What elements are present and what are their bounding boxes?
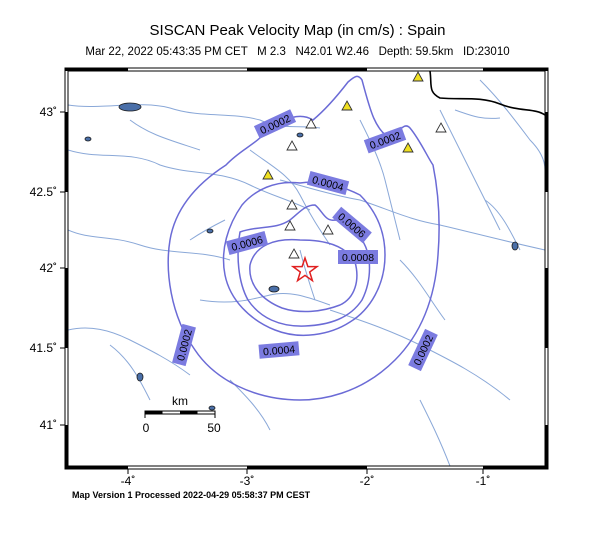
- y-tick-label: 41˚: [40, 418, 57, 432]
- triangle-icon: [262, 169, 274, 180]
- y-tick-label: 43˚: [40, 105, 57, 119]
- triangle-icon: [412, 71, 424, 82]
- scale-unit: km: [172, 394, 188, 408]
- map-area: 0.0002 0.0002 0.0004 0.0006 0.0006 0.000…: [68, 71, 545, 466]
- x-tick-label: -3˚: [240, 474, 255, 488]
- contour-label: 0.0004: [263, 344, 296, 359]
- scale-bar: km 0 50: [143, 394, 221, 435]
- country-border: [429, 71, 545, 116]
- map-subtitle: Mar 22, 2022 05:43:35 PM CET M 2.3 N42.0…: [85, 46, 510, 58]
- lakes: [84, 102, 519, 411]
- x-tick-label: -1˚: [476, 474, 491, 488]
- scale-end: 50: [207, 421, 221, 435]
- triangle-icon: [286, 140, 298, 151]
- x-axis: -4˚ -3˚ -2˚ -1˚: [121, 469, 491, 488]
- y-tick-label: 42˚: [40, 261, 57, 275]
- triangle-icon: [288, 248, 300, 259]
- triangle-icon: [435, 122, 447, 133]
- y-tick-label: 42.5˚: [30, 185, 57, 199]
- triangle-icon: [284, 220, 296, 231]
- x-tick-label: -2˚: [360, 474, 375, 488]
- contour-label: 0.0008: [342, 252, 374, 264]
- x-tick-label: -4˚: [121, 474, 136, 488]
- triangle-icon: [322, 224, 334, 235]
- map-title: SISCAN Peak Velocity Map (in cm/s) : Spa…: [149, 22, 446, 39]
- scale-start: 0: [143, 421, 150, 435]
- contour-labels: 0.0002 0.0002 0.0004 0.0006 0.0006 0.000…: [172, 109, 438, 372]
- star-icon: [290, 255, 320, 283]
- triangle-icon: [286, 199, 298, 210]
- map-footer: Map Version 1 Processed 2022-04-29 05:58…: [72, 490, 311, 500]
- y-tick-label: 41.5˚: [30, 341, 57, 355]
- triangle-icon: [402, 142, 414, 153]
- triangle-icon: [341, 100, 353, 111]
- stations: [262, 71, 447, 259]
- y-axis: 43˚ 42.5˚ 42˚ 41.5˚ 41˚: [30, 105, 65, 432]
- triangle-icon: [305, 118, 317, 129]
